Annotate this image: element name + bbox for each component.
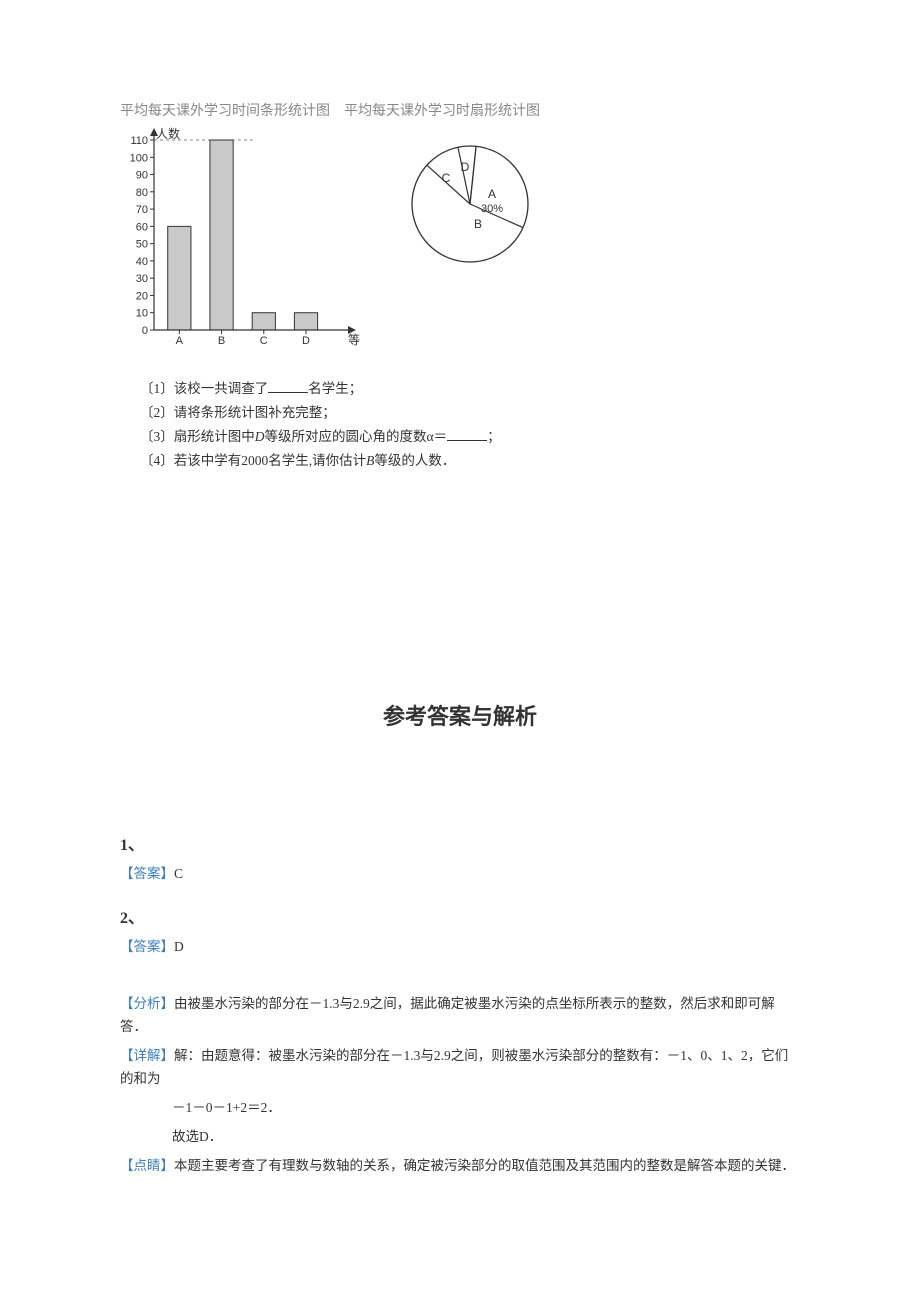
- question-1: 〔1〕该校一共调查了名学生；: [140, 377, 800, 397]
- svg-text:0: 0: [142, 325, 148, 337]
- answer-2-num: 2、: [120, 904, 800, 928]
- svg-text:80: 80: [136, 187, 148, 199]
- svg-text:D: D: [302, 335, 310, 347]
- svg-text:A: A: [176, 335, 184, 347]
- bar-chart: 0 10 20 30 40 50 60 70 80 90 100 110 A B C D 人数等级: [120, 126, 360, 361]
- answer-1-num: 1、: [120, 831, 800, 855]
- tag-detail: 【详解】: [120, 1048, 174, 1063]
- answer-1: 【答案】C: [120, 863, 800, 886]
- tag-point: 【点睛】: [120, 1158, 174, 1173]
- question-3: 〔3〕扇形统计图中D等级所对应的圆心角的度数α＝；: [140, 425, 800, 445]
- question-4: 〔4〕若该中学有2000名学生,请你估计B等级的人数．: [140, 449, 800, 469]
- tag-answer: 【答案】: [120, 866, 174, 881]
- svg-text:90: 90: [136, 170, 148, 182]
- svg-text:30%: 30%: [481, 203, 503, 215]
- blank-1: [268, 380, 308, 394]
- svg-text:C: C: [442, 171, 451, 185]
- answer-2-analysis: 【分析】由被墨水污染的部分在－1.3与2.9之间，据此确定被墨水污染的点坐标所表…: [120, 993, 800, 1039]
- svg-text:C: C: [260, 335, 268, 347]
- svg-text:50: 50: [136, 239, 148, 251]
- pie-chart: A 30% B CD: [390, 126, 560, 281]
- svg-text:D: D: [461, 160, 470, 174]
- pie-chart-title: 平均每天课外学习时扇形统计图: [344, 104, 540, 119]
- answer-2-detail-2: －1－0－1+2＝2．: [120, 1097, 800, 1120]
- svg-text:等级: 等级: [348, 333, 360, 347]
- answers-heading: 参考答案与解析: [120, 699, 800, 731]
- tag-analysis: 【分析】: [120, 996, 174, 1011]
- svg-text:20: 20: [136, 290, 148, 302]
- answer-2-ans: 【答案】D: [120, 936, 800, 959]
- svg-text:110: 110: [130, 135, 148, 147]
- svg-text:10: 10: [136, 308, 148, 320]
- svg-text:60: 60: [136, 221, 148, 233]
- svg-text:B: B: [474, 217, 482, 231]
- tag-answer: 【答案】: [120, 939, 174, 954]
- question-2: 〔2〕请将条形统计图补充完整；: [140, 401, 800, 421]
- blank-2: [447, 428, 487, 442]
- bar-chart-title: 平均每天课外学习时间条形统计图: [120, 104, 330, 119]
- svg-text:人数: 人数: [156, 126, 180, 141]
- svg-text:30: 30: [136, 273, 148, 285]
- svg-text:70: 70: [136, 204, 148, 216]
- svg-text:B: B: [218, 335, 225, 347]
- answer-2-point: 【点睛】本题主要考查了有理数与数轴的关系，确定被污染部分的取值范围及其范围内的整…: [120, 1155, 800, 1178]
- svg-text:40: 40: [136, 256, 148, 268]
- svg-text:100: 100: [130, 152, 148, 164]
- answer-2-detail-3: 故选D．: [120, 1126, 800, 1149]
- svg-text:A: A: [488, 187, 496, 201]
- answer-2-detail: 【详解】解：由题意得：被墨水污染的部分在－1.3与2.9之间，则被墨水污染部分的…: [120, 1045, 800, 1091]
